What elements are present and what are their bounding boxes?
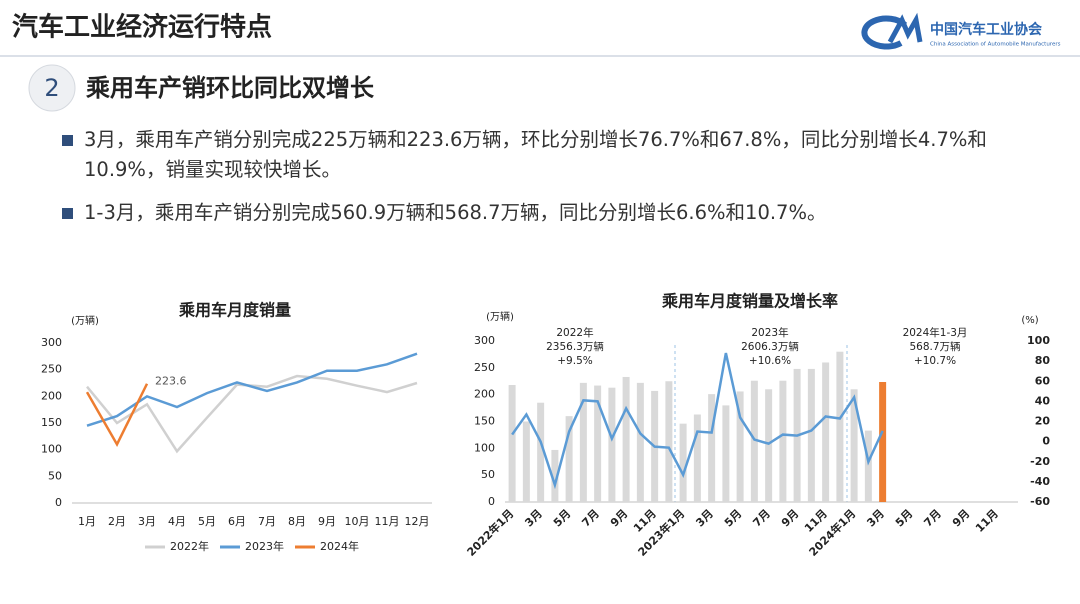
y2-tick-label: 80 — [1035, 354, 1051, 367]
y-tick-label: 250 — [41, 363, 62, 376]
x-tick-label: 10月 — [345, 515, 370, 528]
bullet: 1-3月，乘用车产销分别完成560.9万辆和568.7万辆，同比分别增长6.6%… — [62, 198, 1059, 228]
y-tick-label: 150 — [41, 416, 62, 429]
chart-title: 乘用车月度销量 — [178, 301, 291, 320]
logo-subtext: China Association of Automobile Manufact… — [930, 42, 1061, 48]
y-tick-label: 50 — [481, 468, 495, 481]
bar — [750, 380, 758, 502]
y2-tick-label: -40 — [1030, 475, 1050, 488]
annotation: +10.6% — [749, 355, 791, 367]
legend-label: 2022年 — [170, 539, 209, 553]
bar — [736, 391, 744, 502]
annotation: 2606.3万辆 — [741, 340, 799, 353]
y2-tick-label: -60 — [1030, 495, 1050, 508]
x-tick-label: 3月 — [138, 515, 156, 528]
bar — [836, 351, 844, 502]
y-tick-label: 150 — [474, 415, 495, 428]
y-tick-label: 100 — [41, 443, 62, 456]
bar — [850, 389, 858, 502]
bar — [722, 405, 730, 502]
y2-tick-label: 20 — [1035, 415, 1051, 428]
bar — [608, 387, 616, 502]
logo-mark — [887, 12, 923, 44]
annotation: 2022年 — [556, 326, 593, 339]
x-tick-label: 6月 — [228, 515, 246, 528]
x-tick-label: 11月 — [375, 515, 400, 528]
y-tick-label: 300 — [474, 334, 495, 347]
x-tick-label: 8月 — [288, 515, 306, 528]
bar — [579, 382, 587, 502]
logo-text: 中国汽车工业协会 — [930, 21, 1043, 38]
bar — [864, 430, 872, 502]
series-line — [86, 352, 418, 427]
y2-tick-label: 100 — [1027, 334, 1050, 347]
y2-tick-label: 60 — [1035, 374, 1051, 387]
annotation: +10.7% — [914, 355, 956, 367]
y-tick-label: 50 — [48, 469, 62, 482]
logo-mark — [861, 15, 908, 50]
bullet: 3月，乘用车产销分别完成225万辆和223.6万辆，环比分别增长76.7%和67… — [62, 125, 1059, 185]
chart-title: 乘用车月度销量及增长率 — [661, 292, 838, 311]
section-badge — [28, 64, 76, 112]
x-tick-label: 4月 — [168, 515, 186, 528]
section-number: 2 — [44, 74, 59, 102]
bar — [693, 414, 701, 502]
bar — [665, 381, 673, 502]
y-tick-label: 300 — [41, 336, 62, 349]
bar — [551, 449, 559, 502]
bar — [522, 421, 530, 502]
x-tick-label: 2月 — [108, 515, 126, 528]
bar — [636, 382, 644, 502]
y2-tick-label: 0 — [1042, 435, 1050, 448]
legend-label: 2023年 — [245, 539, 284, 553]
bar — [537, 402, 545, 502]
bar — [822, 362, 830, 502]
bar — [679, 423, 687, 502]
bar — [708, 394, 716, 502]
bar — [879, 382, 887, 502]
annotation: 2356.3万辆 — [546, 340, 604, 353]
x-tick-label: 1月 — [78, 515, 96, 528]
x-tick-label: 12月 — [405, 515, 430, 528]
series-line — [85, 383, 149, 447]
data-label: 223.6 — [155, 375, 187, 388]
y-tick-label: 0 — [55, 496, 62, 509]
series-line — [511, 352, 884, 490]
annotation: +9.5% — [557, 355, 592, 367]
y-tick-label: 0 — [488, 495, 495, 508]
bar — [807, 368, 815, 502]
annotation: 2024年1-3月 — [903, 326, 968, 339]
bar — [779, 380, 787, 502]
annotation: 2023年 — [751, 326, 788, 339]
section-title: 乘用车产销环比同比双增长 — [85, 74, 375, 102]
legend-label: 2024年 — [320, 539, 359, 553]
bar — [765, 389, 773, 502]
x-tick-label: 7月 — [258, 515, 276, 528]
y-tick-label: 250 — [474, 361, 495, 374]
y2-tick-label: -20 — [1030, 455, 1050, 468]
bar — [565, 416, 573, 502]
y-axis-label: (万辆) — [71, 314, 99, 327]
header-title: 汽车工业经济运行特点 — [12, 12, 272, 43]
y-tick-label: 100 — [474, 441, 495, 454]
bar — [622, 376, 630, 502]
bar — [508, 385, 516, 502]
x-tick-label: 9月 — [318, 515, 336, 528]
y2-tick-label: 40 — [1035, 394, 1051, 407]
y-axis-label: (万辆) — [486, 310, 514, 323]
y2-axis-label: (%) — [1021, 315, 1038, 326]
annotation: 568.7万辆 — [909, 340, 960, 353]
y-tick-label: 200 — [41, 389, 62, 402]
x-tick-label: 5月 — [198, 515, 216, 528]
bar — [594, 385, 602, 502]
y-tick-label: 200 — [474, 388, 495, 401]
